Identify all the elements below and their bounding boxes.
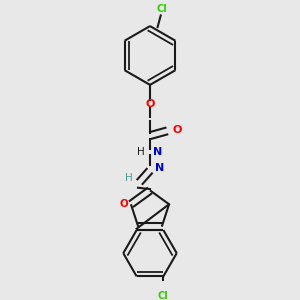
Text: Cl: Cl [158,291,169,300]
Text: H: H [137,147,145,157]
Text: O: O [120,199,129,209]
Text: N: N [155,163,165,173]
Text: O: O [145,99,155,109]
Text: O: O [172,125,182,135]
Text: N: N [153,147,162,157]
Text: H: H [125,173,133,183]
Text: Cl: Cl [157,4,167,14]
